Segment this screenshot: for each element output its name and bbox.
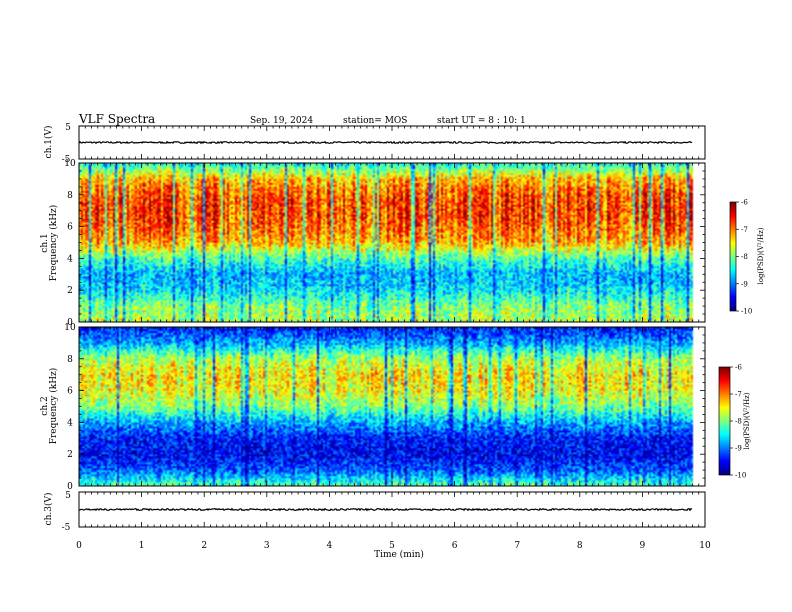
- ch1-spectrogram-yticks: 0 2 4 6 8 10: [64, 159, 705, 328]
- ch1-spectrogram-image: [79, 163, 705, 322]
- y-tick-label: 10: [64, 323, 76, 333]
- ch2-colorbar-ticks: -6 -7 -8 -9 -10: [730, 364, 746, 480]
- x-tick-label: 8: [577, 541, 583, 551]
- ch2-spectrogram-panel: 0 2 4 6 8 10 ch.2 Frequency (kHz): [40, 323, 706, 492]
- ch2-spectrogram-image: [79, 327, 705, 486]
- x-tick-label: 3: [264, 541, 270, 551]
- ch1-colorbar: -6 -7 -8 -9 -10 log(PSD)(V²/Hz): [729, 199, 765, 316]
- x-tick-label: 4: [327, 541, 333, 551]
- colorbar-tick-label: -8: [741, 253, 748, 261]
- y-tick-label: 10: [64, 159, 76, 169]
- x-tick-label: 6: [452, 541, 458, 551]
- y-tick-label: 6: [67, 387, 73, 397]
- y-tick-label: 6: [67, 223, 73, 233]
- colorbar-tick-label: -8: [735, 418, 742, 426]
- ch2-spectrogram-ticks: [78, 327, 706, 486]
- y-tick-label: 4: [67, 418, 73, 428]
- ch1-spectrogram-panel: 0 2 4 6 8 10 ch.1 Frequency (kHz): [40, 159, 706, 328]
- ch2-spectrogram-channel-label: ch.2: [40, 396, 50, 415]
- x-tick-label: 7: [514, 541, 520, 551]
- ch1-colorbar-ticks: -6 -7 -8 -9 -10: [736, 199, 752, 316]
- ch1-waveform-trace: [78, 140, 693, 145]
- ch2-spectrogram-ylabel: Frequency (kHz): [48, 368, 59, 445]
- ch1-waveform-ylabel: ch.1(V): [43, 126, 54, 159]
- ch1-spectrogram-channel-label: ch.1: [40, 233, 50, 252]
- y-tick-label: 0: [67, 482, 73, 492]
- ch1-waveform-ytick-top: 5: [65, 123, 71, 133]
- colorbar-tick-label: -7: [741, 226, 748, 234]
- ch2-colorbar-label: log(PSD)(V²/Hz): [743, 392, 751, 449]
- colorbar-tick-label: -6: [735, 364, 742, 372]
- y-tick-label: 8: [67, 191, 73, 201]
- date-label: Sep. 19, 2024: [250, 116, 313, 126]
- ch2-colorbar: -6 -7 -8 -9 -10 log(PSD)(V²/Hz): [718, 364, 751, 480]
- figure-title: VLF Spectra: [78, 112, 155, 126]
- y-tick-label: 8: [67, 355, 73, 365]
- colorbar-tick-label: -9: [741, 280, 748, 288]
- x-tick-label: 10: [699, 541, 711, 551]
- ch1-spectrogram-ylabel: Frequency (kHz): [48, 205, 59, 282]
- colorbar-tick-label: -10: [741, 308, 752, 316]
- ch3-waveform-ytick-bottom: -5: [62, 523, 71, 533]
- colorbar-tick-label: -7: [735, 391, 742, 399]
- x-tick-label: 9: [640, 541, 646, 551]
- ch2-spectrogram-yticks: 0 2 4 6 8 10: [64, 323, 705, 492]
- x-tick-label: 1: [139, 541, 145, 551]
- station-label: station= MOS: [343, 116, 407, 126]
- ch1-waveform-ytick-bottom: -5: [62, 155, 71, 165]
- colorbar-tick-label: -6: [741, 199, 748, 207]
- ch2-colorbar-image: [719, 367, 730, 475]
- y-tick-label: 4: [67, 254, 73, 264]
- colorbar-tick-label: -9: [735, 445, 742, 453]
- ch3-waveform-ticks: [78, 492, 706, 527]
- x-axis-label: Time (min): [374, 549, 424, 560]
- x-tick-label: 5: [389, 541, 395, 551]
- y-tick-label: 2: [67, 450, 73, 460]
- colorbar-tick-label: -10: [735, 472, 746, 480]
- y-tick-label: 0: [67, 318, 73, 328]
- ch3-waveform-ytick-top: 5: [65, 491, 71, 501]
- ch1-waveform-panel: 5 -5 ch.1(V): [43, 123, 706, 165]
- y-tick-label: 2: [67, 286, 73, 296]
- x-tick-label: 0: [76, 541, 82, 551]
- ch1-spectrogram-ticks: [78, 163, 706, 322]
- x-axis-tick-labels: 0 1 2 3 4 5 6 7 8 9 10: [76, 541, 711, 551]
- ch3-waveform-ylabel: ch.3(V): [43, 493, 54, 526]
- start-time-label: start UT = 8 : 10: 1: [437, 116, 526, 126]
- ch3-waveform-trace: [78, 507, 693, 512]
- ch1-colorbar-image: [730, 202, 736, 311]
- ch1-colorbar-label: log(PSD)(V²/Hz): [757, 227, 765, 284]
- ch1-waveform-ticks: [78, 126, 706, 159]
- x-tick-label: 2: [201, 541, 207, 551]
- ch3-waveform-panel: 5 -5 ch.3(V): [43, 491, 706, 533]
